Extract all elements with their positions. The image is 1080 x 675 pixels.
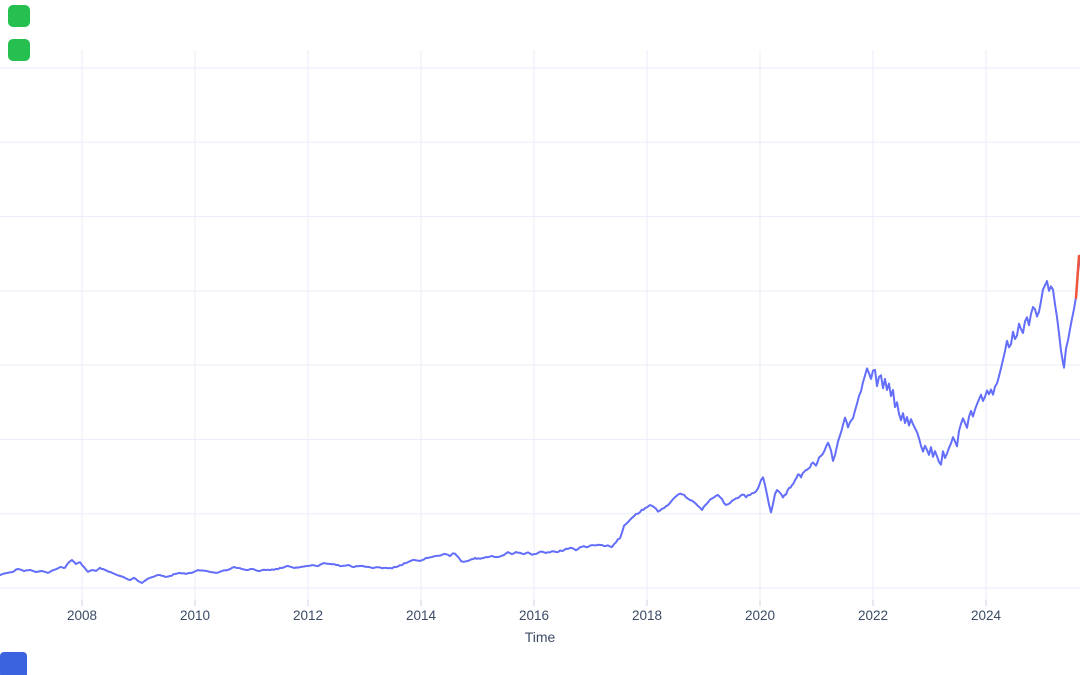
x-tick-label-2016: 2016 <box>518 608 550 623</box>
horizontal-gridlines <box>0 67 1080 589</box>
x-axis-ticks <box>81 600 987 606</box>
annotation-marker-blue-square-bottom-left <box>0 652 27 675</box>
x-tick-label-2020: 2020 <box>744 608 776 623</box>
x-axis-title: Time <box>524 629 556 645</box>
x-tick-label-2022: 2022 <box>857 608 889 623</box>
x-tick-label-2012: 2012 <box>292 608 324 623</box>
x-tick-label-2024: 2024 <box>970 608 1002 623</box>
price-line[interactable] <box>0 257 1080 584</box>
x-tick-label-2018: 2018 <box>631 608 663 623</box>
x-tick-label-2014: 2014 <box>405 608 437 623</box>
annotation-marker-green-square-bottom <box>8 39 30 61</box>
x-tick-label-2010: 2010 <box>179 608 211 623</box>
annotation-marker-green-square-top <box>8 5 30 27</box>
vertical-gridlines <box>81 50 987 600</box>
x-tick-label-2008: 2008 <box>66 608 98 623</box>
latest-segment-line[interactable] <box>1074 254 1080 300</box>
